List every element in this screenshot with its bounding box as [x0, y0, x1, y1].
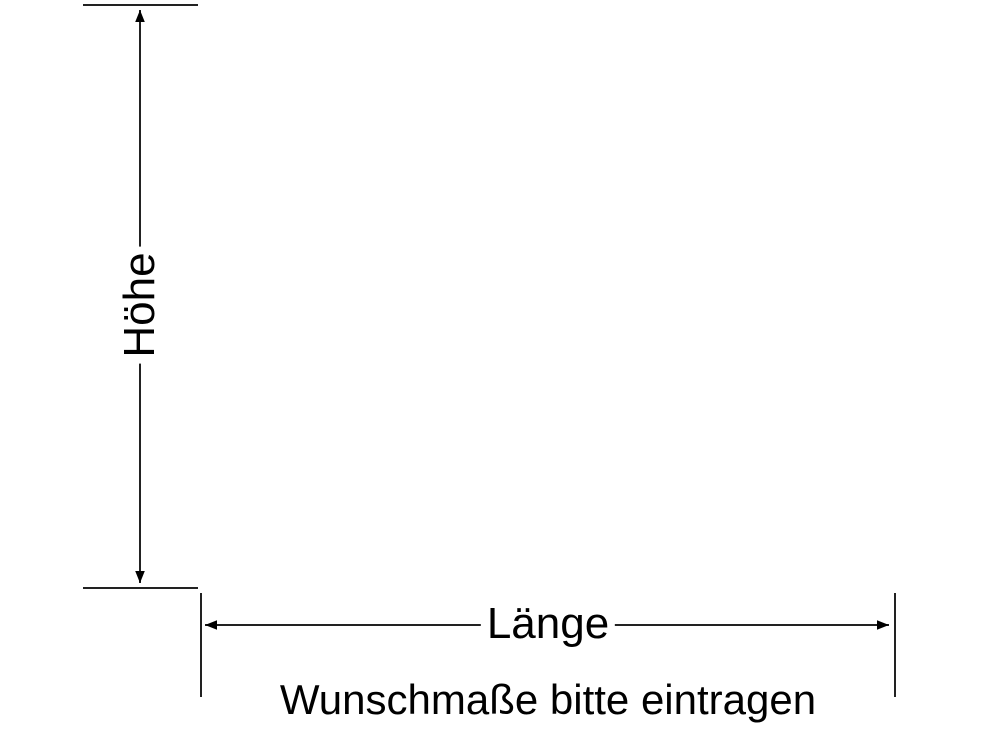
length-label: Länge — [480, 602, 616, 646]
height-label: Höhe — [115, 246, 164, 364]
instruction-text: Wunschmaße bitte eintragen — [279, 676, 817, 723]
